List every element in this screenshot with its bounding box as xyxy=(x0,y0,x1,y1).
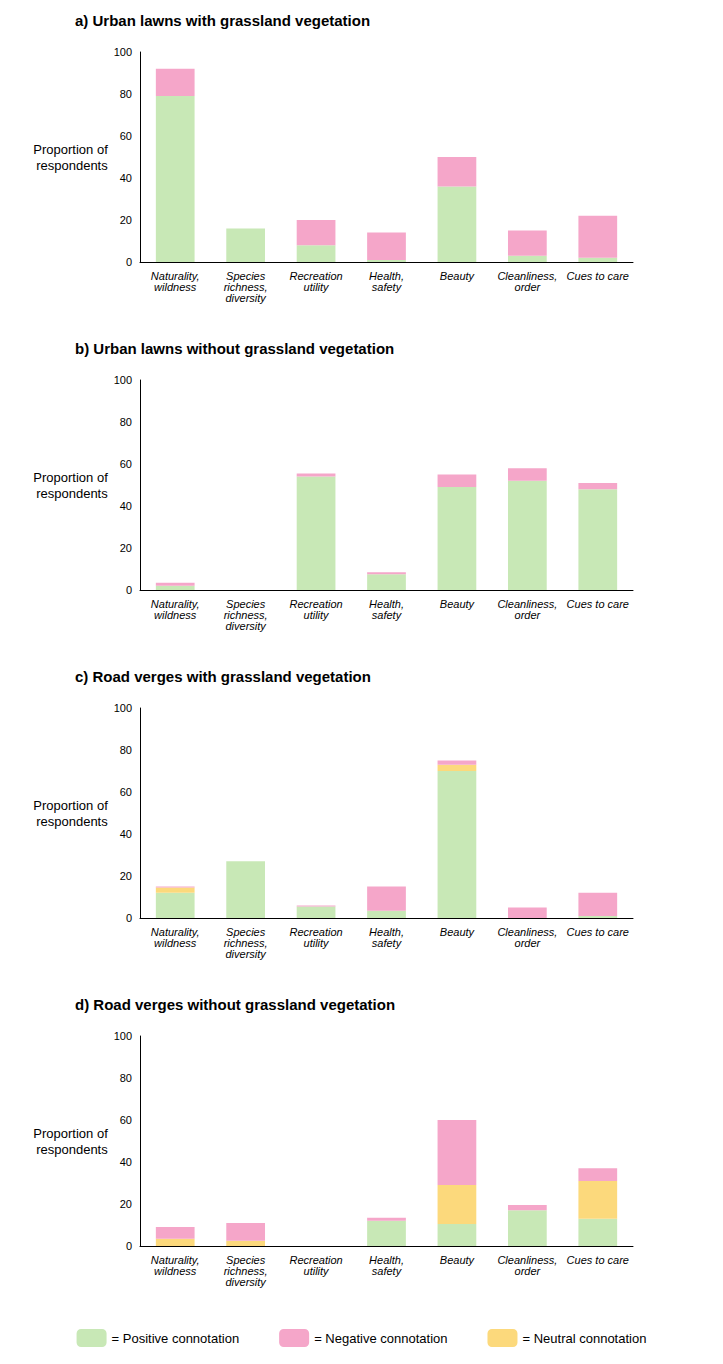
svg-text:Cleanliness,: Cleanliness, xyxy=(497,925,558,938)
svg-text:80: 80 xyxy=(120,1072,132,1084)
svg-text:100: 100 xyxy=(114,46,132,58)
svg-text:40: 40 xyxy=(120,172,132,184)
svg-text:order: order xyxy=(515,937,542,949)
svg-text:Cues to care: Cues to care xyxy=(567,926,629,938)
svg-text:Cues to care: Cues to care xyxy=(567,270,629,282)
svg-text:wildness: wildness xyxy=(154,937,197,949)
svg-text:Recreation: Recreation xyxy=(289,1253,343,1266)
svg-text:Recreation: Recreation xyxy=(289,925,343,938)
svg-text:20: 20 xyxy=(120,542,132,554)
svg-text:Health,: Health, xyxy=(369,269,404,282)
svg-text:100: 100 xyxy=(114,374,132,386)
svg-text:Species: Species xyxy=(226,1253,266,1266)
svg-text:80: 80 xyxy=(120,416,132,428)
svg-text:richness,: richness, xyxy=(223,280,268,293)
svg-text:richness,: richness, xyxy=(223,936,268,949)
svg-text:Naturality,: Naturality, xyxy=(150,925,200,938)
svg-text:Beauty: Beauty xyxy=(440,270,476,282)
svg-text:20: 20 xyxy=(120,870,132,882)
svg-text:Cues to care: Cues to care xyxy=(567,1254,629,1266)
svg-text:utility: utility xyxy=(304,937,331,949)
svg-text:= Neutral connotation: = Neutral connotation xyxy=(522,1331,646,1346)
svg-text:0: 0 xyxy=(126,256,132,268)
svg-text:100: 100 xyxy=(114,1030,132,1042)
svg-text:Cleanliness,: Cleanliness, xyxy=(497,597,558,610)
svg-text:20: 20 xyxy=(120,1198,132,1210)
svg-text:c) Road verges with grassland: c) Road verges with grassland vegetation xyxy=(75,668,371,685)
svg-text:safety: safety xyxy=(372,1265,403,1277)
svg-text:Proportion of: Proportion of xyxy=(33,142,108,157)
svg-text:40: 40 xyxy=(120,1156,132,1168)
svg-text:safety: safety xyxy=(372,609,403,621)
svg-text:Beauty: Beauty xyxy=(440,1254,476,1266)
svg-text:Species: Species xyxy=(226,269,266,282)
svg-text:= Negative connotation: = Negative connotation xyxy=(314,1331,447,1346)
svg-text:60: 60 xyxy=(120,458,132,470)
svg-text:order: order xyxy=(515,1265,542,1277)
svg-text:respondents: respondents xyxy=(36,1142,108,1157)
svg-text:richness,: richness, xyxy=(223,1264,268,1277)
svg-text:respondents: respondents xyxy=(36,486,108,501)
svg-text:diversity: diversity xyxy=(225,620,267,632)
svg-text:Proportion of: Proportion of xyxy=(33,470,108,485)
svg-text:respondents: respondents xyxy=(36,814,108,829)
svg-text:Beauty: Beauty xyxy=(440,926,476,938)
svg-text:Recreation: Recreation xyxy=(289,597,343,610)
svg-text:0: 0 xyxy=(126,1240,132,1252)
svg-text:Naturality,: Naturality, xyxy=(150,597,200,610)
svg-text:a) Urban lawns with grassland: a) Urban lawns with grassland vegetation xyxy=(75,12,370,29)
svg-text:60: 60 xyxy=(120,1114,132,1126)
svg-text:80: 80 xyxy=(120,88,132,100)
svg-text:utility: utility xyxy=(304,609,331,621)
svg-text:Species: Species xyxy=(226,597,266,610)
svg-text:100: 100 xyxy=(114,702,132,714)
svg-text:Species: Species xyxy=(226,925,266,938)
svg-text:40: 40 xyxy=(120,828,132,840)
svg-text:diversity: diversity xyxy=(225,948,267,960)
svg-text:richness,: richness, xyxy=(223,608,268,621)
svg-text:order: order xyxy=(515,609,542,621)
svg-text:wildness: wildness xyxy=(154,281,197,293)
svg-text:Recreation: Recreation xyxy=(289,269,343,282)
svg-text:80: 80 xyxy=(120,744,132,756)
svg-text:d) Road verges without grassla: d) Road verges without grassland vegetat… xyxy=(75,996,395,1013)
svg-text:Cues to care: Cues to care xyxy=(567,598,629,610)
svg-text:Proportion of: Proportion of xyxy=(33,798,108,813)
svg-text:Beauty: Beauty xyxy=(440,598,476,610)
svg-text:= Positive connotation: = Positive connotation xyxy=(112,1331,240,1346)
svg-text:0: 0 xyxy=(126,912,132,924)
svg-text:diversity: diversity xyxy=(225,1276,267,1288)
svg-text:60: 60 xyxy=(120,786,132,798)
svg-text:diversity: diversity xyxy=(225,292,267,304)
svg-text:Proportion of: Proportion of xyxy=(33,1126,108,1141)
svg-text:utility: utility xyxy=(304,1265,331,1277)
svg-text:order: order xyxy=(515,281,542,293)
svg-text:utility: utility xyxy=(304,281,331,293)
svg-text:Health,: Health, xyxy=(369,925,404,938)
svg-text:Naturality,: Naturality, xyxy=(150,1253,200,1266)
svg-text:Naturality,: Naturality, xyxy=(150,269,200,282)
svg-text:respondents: respondents xyxy=(36,158,108,173)
svg-text:Health,: Health, xyxy=(369,597,404,610)
svg-text:Health,: Health, xyxy=(369,1253,404,1266)
svg-text:safety: safety xyxy=(372,937,403,949)
svg-text:Cleanliness,: Cleanliness, xyxy=(497,269,558,282)
svg-text:60: 60 xyxy=(120,130,132,142)
svg-text:safety: safety xyxy=(372,281,403,293)
svg-text:20: 20 xyxy=(120,214,132,226)
svg-text:b) Urban lawns without grassla: b) Urban lawns without grassland vegetat… xyxy=(75,340,394,357)
svg-text:Cleanliness,: Cleanliness, xyxy=(497,1253,558,1266)
svg-text:40: 40 xyxy=(120,500,132,512)
svg-text:wildness: wildness xyxy=(154,1265,197,1277)
svg-text:0: 0 xyxy=(126,584,132,596)
svg-text:wildness: wildness xyxy=(154,609,197,621)
